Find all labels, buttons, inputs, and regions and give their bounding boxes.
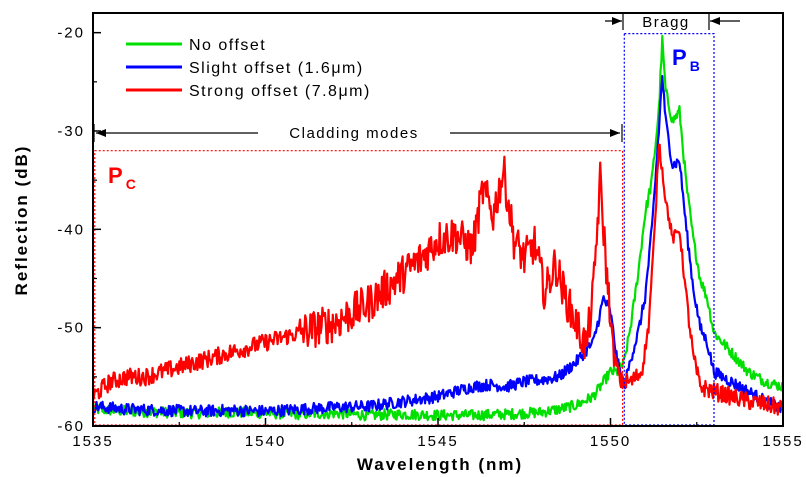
- x-axis-title: Wavelength (nm): [357, 455, 523, 474]
- cladding-annotation: Cladding modes: [93, 124, 623, 142]
- x-tick-label: 1535: [72, 433, 113, 450]
- cladding-arrow-right-head: [610, 129, 620, 137]
- bragg-arrow-right-head: [710, 17, 720, 25]
- bragg-label: Bragg: [642, 14, 690, 31]
- legend-label-slight-offset: Slight offset (1.6μm): [189, 60, 364, 77]
- x-tick-label: 1540: [245, 433, 286, 450]
- bragg-annotation: Bragg: [605, 12, 740, 31]
- cladding-region-box: [94, 150, 624, 426]
- x-tick-label: 1545: [417, 433, 458, 450]
- y-axis-title: Reflection (dB): [12, 145, 31, 296]
- pb-label-sub: B: [690, 58, 700, 74]
- cladding-arrow-left-head: [96, 129, 106, 137]
- y-tick-label: -60: [57, 418, 85, 435]
- y-tick-label: -50: [57, 320, 85, 337]
- legend-label-no-offset: No offset: [189, 37, 266, 54]
- series-line-1: [91, 75, 785, 418]
- y-tick-label: -20: [57, 25, 85, 42]
- axis-ticks: 1535 1540 1545 1550 1555 -60 -50 -40 -30 -20: [57, 25, 803, 450]
- series-layer: [91, 34, 785, 422]
- bragg-region-box: [623, 33, 715, 426]
- pc-label-main: P: [108, 163, 123, 188]
- x-tick-label: 1555: [762, 433, 803, 450]
- legend-label-strong-offset: Strong offset (7.8μm): [189, 83, 371, 100]
- pb-label-main: P: [672, 45, 687, 70]
- series-line-2: [91, 143, 784, 416]
- legend: No offset Slight offset (1.6μm) Strong o…: [126, 37, 371, 100]
- bragg-arrow-left-head: [612, 17, 622, 25]
- x-tick-label: 1550: [590, 433, 631, 450]
- y-tick-label: -40: [57, 221, 85, 238]
- y-tick-label: -30: [57, 123, 85, 140]
- pc-label-sub: C: [126, 176, 136, 192]
- cladding-label: Cladding modes: [289, 125, 418, 142]
